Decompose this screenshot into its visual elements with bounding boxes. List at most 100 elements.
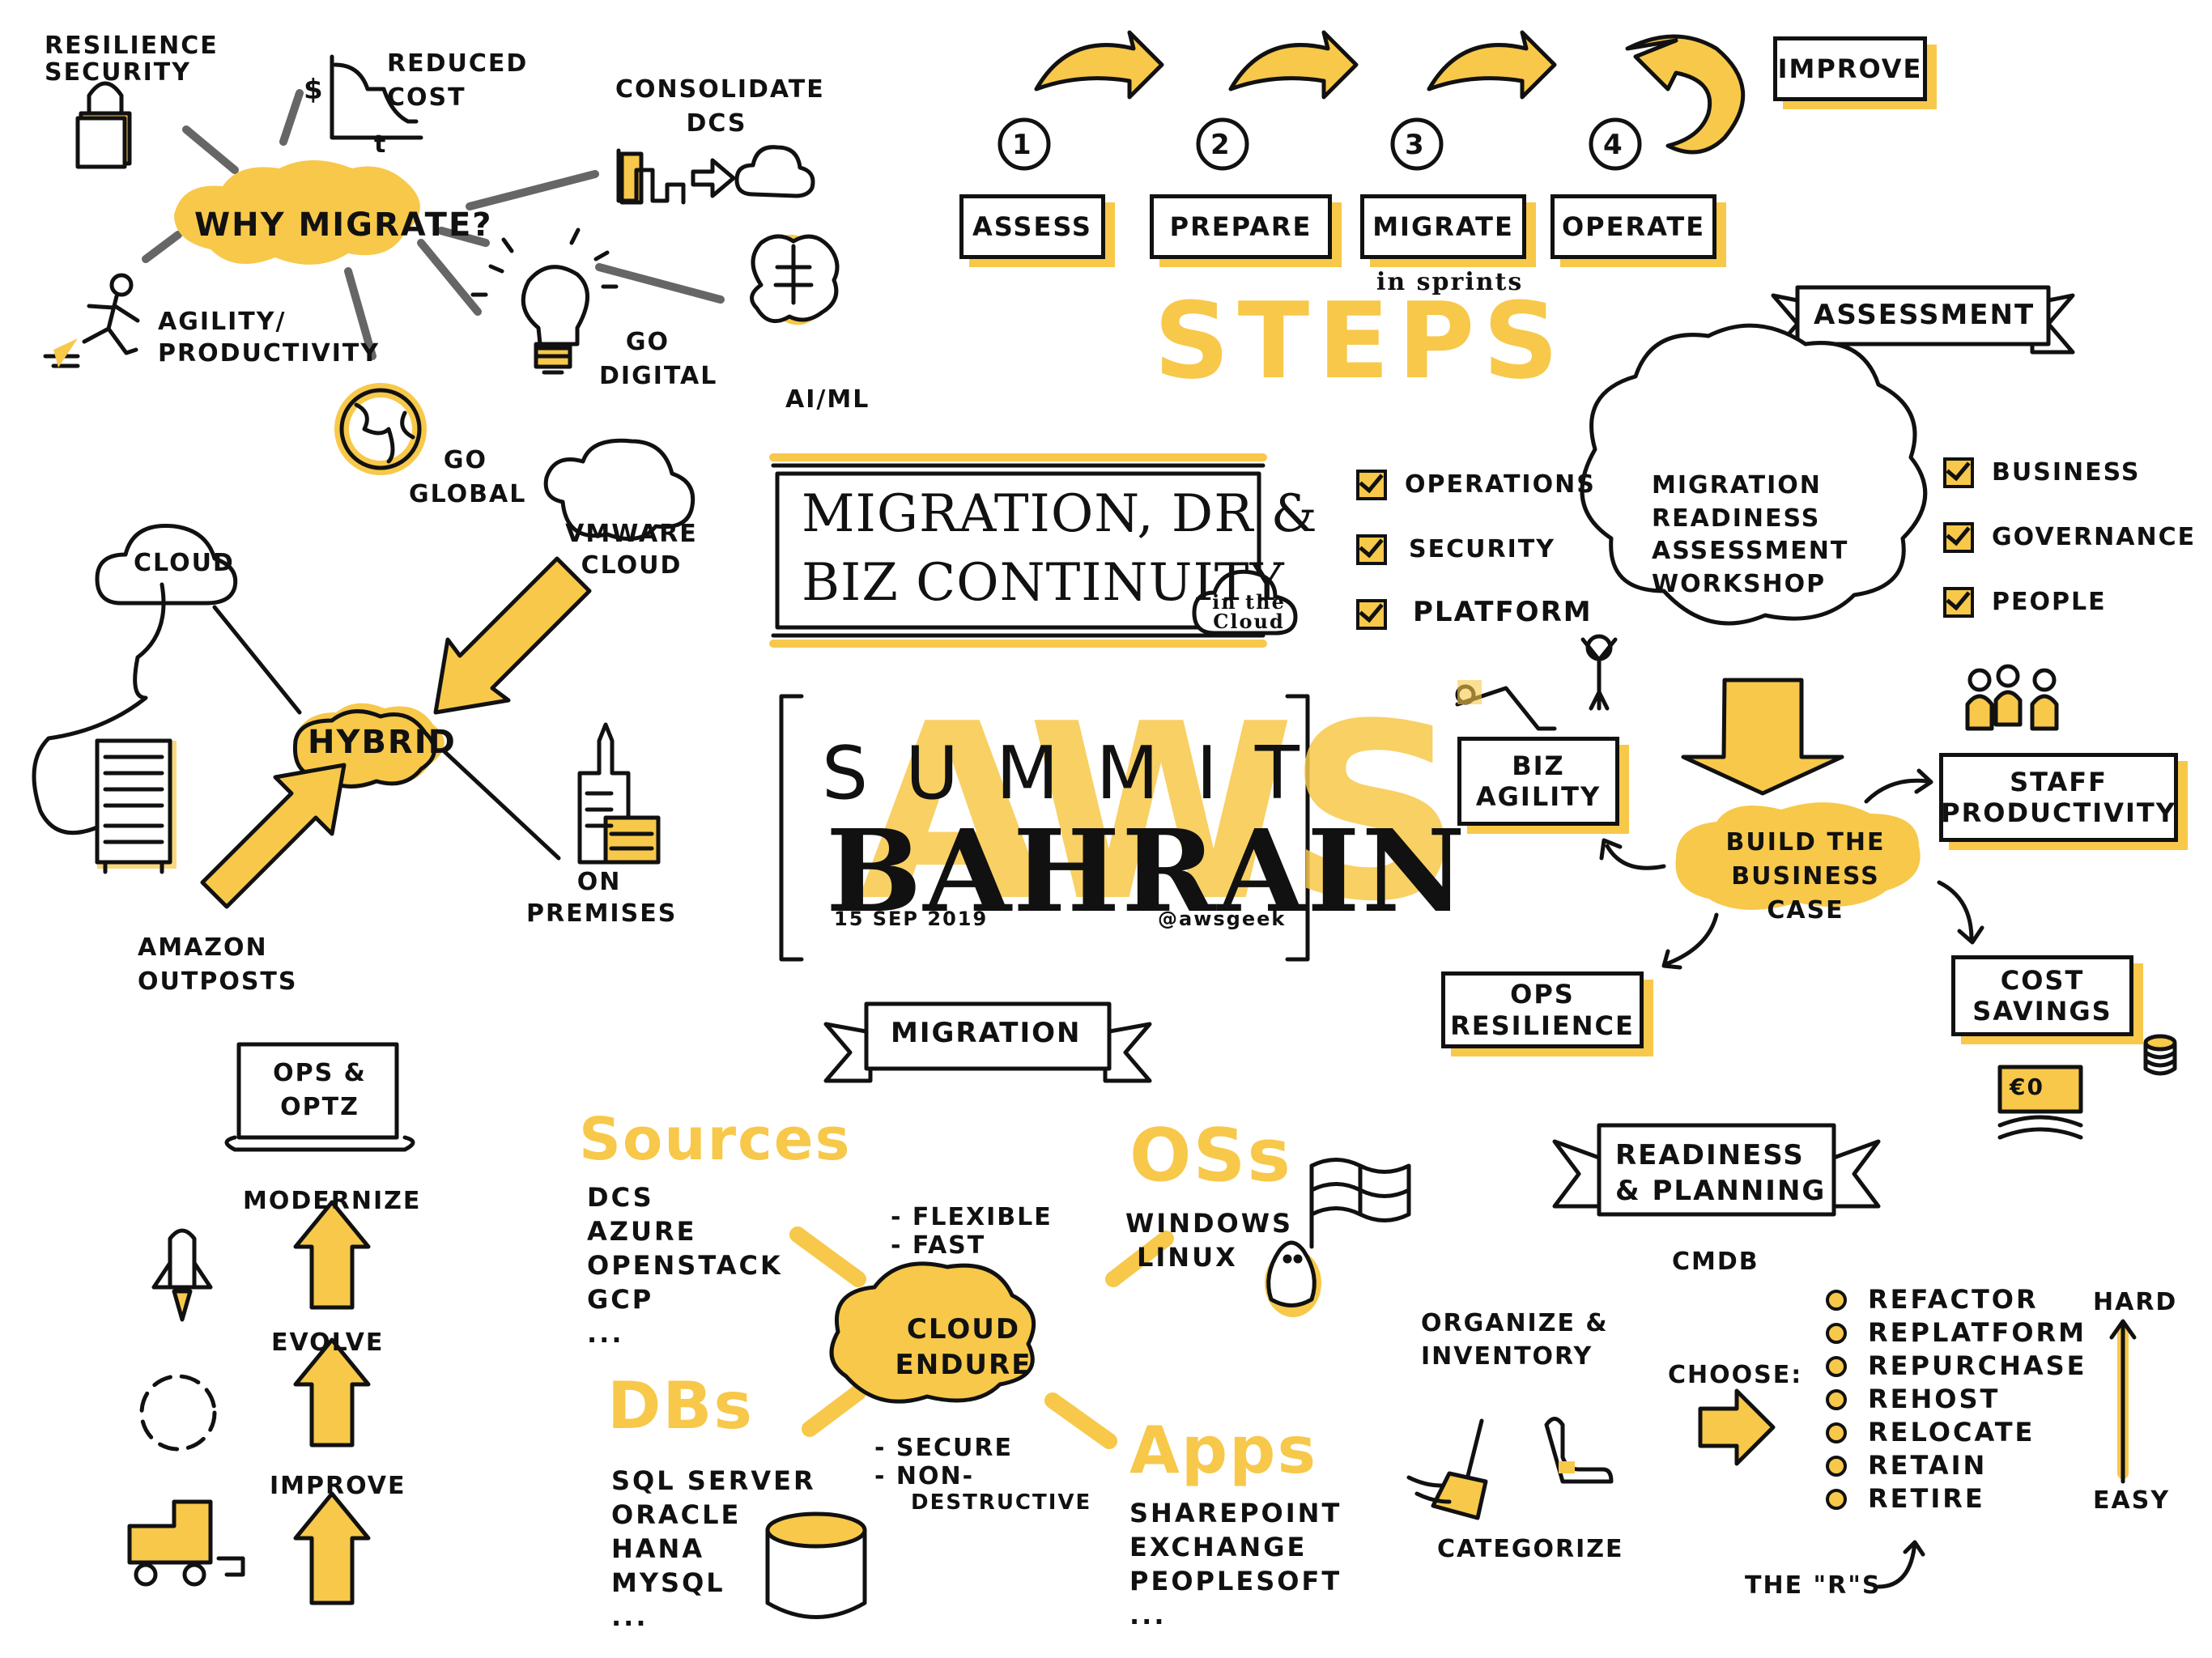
step-assess-label: ASSESS xyxy=(972,210,1092,242)
staff-people-icon xyxy=(1965,664,2059,731)
ai-ml-label: AI/ML xyxy=(785,385,870,414)
level-evolve: EVOLVE xyxy=(271,1329,385,1357)
assessment-banner: ASSESSMENT xyxy=(1814,299,2035,331)
feature-fast: - FAST xyxy=(891,1231,986,1260)
hard-easy-arrow xyxy=(2109,1319,2137,1484)
check-operations-icon xyxy=(1356,470,1387,500)
title-line-1: MIGRATION, DR & xyxy=(802,484,1318,544)
r-strategies-list: REFACTOR REPLATFORM REPURCHASE REHOST RE… xyxy=(1826,1283,2087,1516)
down-arrow xyxy=(1681,678,1844,796)
step-4-number: 4 xyxy=(1603,129,1624,161)
check-operations-label: OPERATIONS xyxy=(1405,470,1596,499)
source-item: OPENSTACK xyxy=(587,1250,783,1281)
ops-scroll-shape xyxy=(224,1042,415,1152)
resilience-security-label: RESILIENCE SECURITY xyxy=(45,32,219,87)
check-business-label: BUSINESS xyxy=(1992,458,2141,487)
why-migrate-connectors xyxy=(142,89,725,360)
improve-box: IMPROVE xyxy=(1773,36,1927,101)
vmware-cloud-label: VMWARE CLOUD xyxy=(565,520,698,580)
amazon-outposts-label: AMAZON OUTPOSTS xyxy=(138,933,298,996)
improve-label: IMPROVE xyxy=(1777,53,1923,84)
brain-icon xyxy=(750,234,840,325)
summit-date: 15 SEP 2019 xyxy=(834,908,989,930)
steps-title: STEPS xyxy=(1154,279,1568,402)
r-label: REPURCHASE xyxy=(1868,1350,2087,1381)
go-digital-label: GO DIGITAL xyxy=(599,328,718,390)
agility-productivity-label: AGILITY/ PRODUCTIVITY xyxy=(158,308,381,368)
cloud-endure-rays xyxy=(789,1226,1174,1449)
lightbulb-icon xyxy=(470,227,619,375)
migration-banner: MIGRATION xyxy=(891,1017,1082,1049)
oss-title: OSs xyxy=(1129,1113,1292,1198)
money-symbol: €0 xyxy=(2010,1073,2044,1100)
bullet-icon xyxy=(1826,1488,1847,1510)
r-item: REPLATFORM xyxy=(1826,1316,2087,1350)
staff-productivity-label: STAFF PRODUCTIVITY xyxy=(1941,766,2176,828)
ops-optz-banner: OPS & OPTZ xyxy=(273,1059,367,1121)
check-governance-icon xyxy=(1943,522,1974,553)
source-item: ... xyxy=(587,1318,624,1349)
yoga-people-icon xyxy=(1455,634,1618,731)
r-item: REHOST xyxy=(1826,1383,2087,1416)
r-label: RETIRE xyxy=(1868,1483,1985,1514)
app-item: ... xyxy=(1129,1600,1167,1630)
consolidate-dcs-label: CONSOLIDATE DCs xyxy=(615,75,825,138)
level-modernize: MODERNIZE xyxy=(243,1187,422,1215)
step-2-number: 2 xyxy=(1210,129,1231,161)
ops-resilience-label: OPS RESILIENCE xyxy=(1450,979,1635,1041)
step-prepare-label: PREPARE xyxy=(1169,210,1312,242)
step-operate-label: OPERATE xyxy=(1561,210,1706,242)
db-item: HANA xyxy=(611,1533,705,1564)
sources-title: Sources xyxy=(579,1105,852,1173)
bullet-icon xyxy=(1826,1289,1847,1311)
bullet-icon xyxy=(1826,1422,1847,1443)
steps-arrows xyxy=(1034,30,1746,155)
business-case-highlight xyxy=(1675,802,1921,910)
bahrain-word: BAHRAIN xyxy=(826,806,1467,938)
source-item: AZURE xyxy=(587,1216,697,1247)
workshop-cloud xyxy=(1580,323,1928,626)
r-label: REHOST xyxy=(1868,1384,2001,1414)
why-migrate-center: WHY MIGRATE? xyxy=(194,206,493,244)
go-global-label: GO GLOBAL xyxy=(409,446,527,508)
app-item: EXCHANGE xyxy=(1129,1532,1308,1562)
datacenter-to-cloud-icon xyxy=(616,145,815,205)
workshop-label: MIGRATION READINESS ASSESSMENT WORKSHOP xyxy=(1652,471,1849,598)
why-migrate-highlight xyxy=(174,160,420,265)
ops-resilience-box: OPS RESILIENCE xyxy=(1441,971,1644,1048)
cost-savings-box: COST SAVINGS xyxy=(1951,955,2133,1036)
the-rs-label: THE "R"s xyxy=(1745,1571,1882,1600)
feature-secure: - SECURE xyxy=(874,1434,1013,1462)
aws-watermark: AWS xyxy=(858,672,1462,954)
biz-agility-box: BIZ AGILITY xyxy=(1457,737,1619,826)
cloud-endure-shape xyxy=(829,1261,1036,1404)
organize-inventory-label: ORGANIZE & INVENTORY xyxy=(1421,1309,1609,1371)
in-the-cloud-label: in the Cloud xyxy=(1212,590,1286,633)
r-item: RELOCATE xyxy=(1826,1416,2087,1449)
linux-penguin-icon xyxy=(1265,1240,1321,1317)
oss-list: WINDOWS LINUX xyxy=(1125,1206,1293,1274)
step-number-circles xyxy=(998,117,1642,171)
in-sprints-note: in sprints xyxy=(1376,268,1524,296)
r-item: RETAIN xyxy=(1826,1449,2087,1482)
app-item: PEOPLESOFT xyxy=(1129,1566,1342,1596)
title-line-2: BIZ CONTINUITY xyxy=(802,553,1285,613)
cloud-endure-label: CLOUD ENDURE xyxy=(895,1313,1032,1382)
sources-list: DCs AZURE OPENSTACK GCP ... xyxy=(587,1180,783,1350)
cycle-icon xyxy=(139,1374,217,1452)
r-label: RETAIN xyxy=(1868,1450,1988,1481)
title-frame xyxy=(769,453,1267,648)
business-case-arrows xyxy=(1599,768,1984,970)
rocket-icon xyxy=(151,1228,213,1322)
feature-destructive: DESTRUCTIVE xyxy=(911,1490,1092,1515)
ops-up-arrows xyxy=(293,1200,371,1605)
on-premises-label: ON PREMISES xyxy=(526,868,678,928)
categorize-label: CATEGORIZE xyxy=(1437,1535,1624,1563)
step-prepare-box: PREPARE xyxy=(1150,194,1332,259)
step-migrate-box: MIGRATE xyxy=(1360,194,1526,259)
globe-icon xyxy=(334,383,427,475)
cloud-label: CLOUD xyxy=(134,549,235,577)
check-governance-label: GOVERNANCE xyxy=(1992,523,2197,551)
lock-icon xyxy=(75,81,132,169)
